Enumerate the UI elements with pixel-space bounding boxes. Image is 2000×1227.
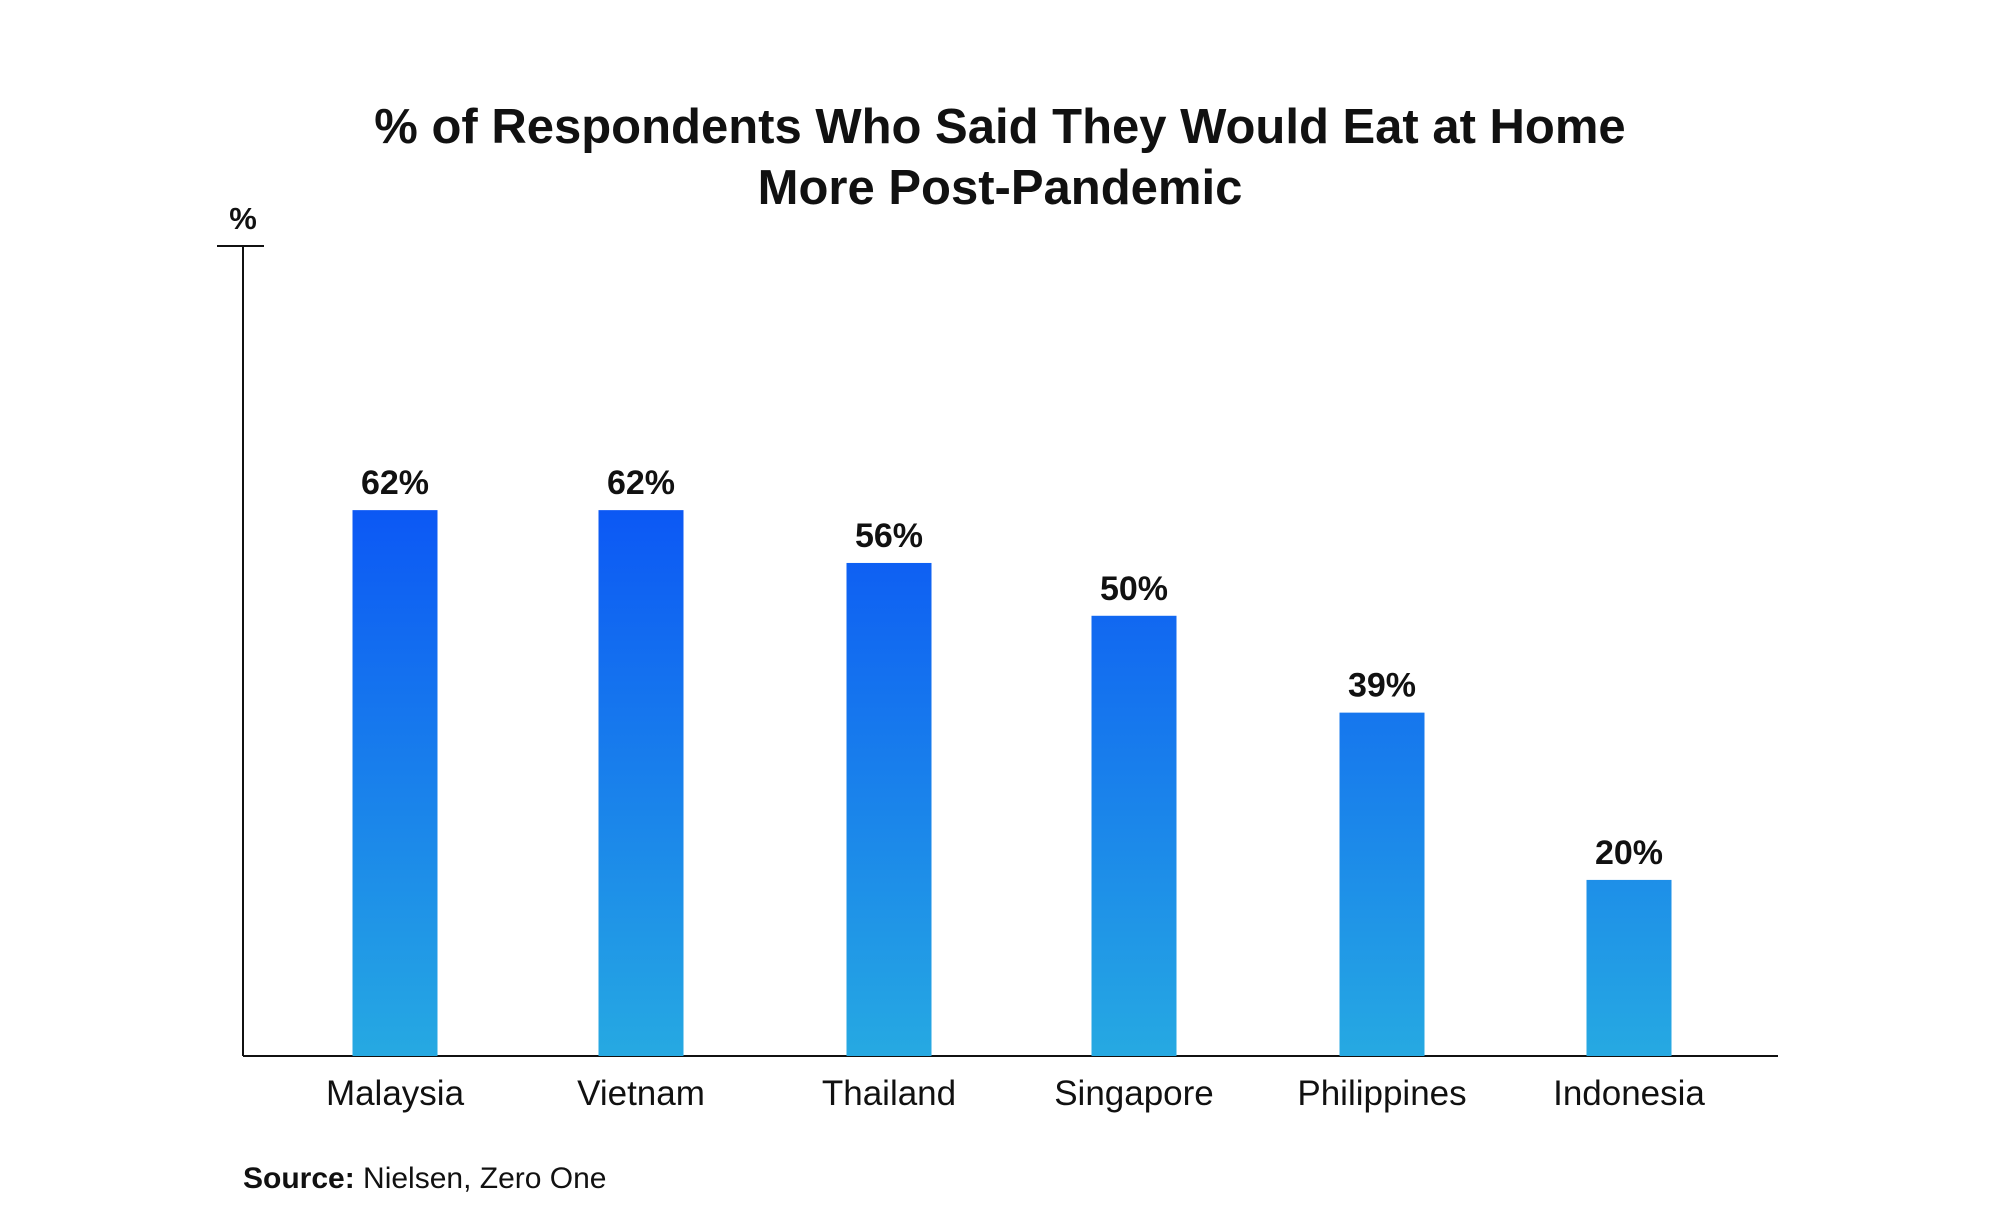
value-label-philippines: 39% bbox=[1348, 667, 1416, 705]
category-label-philippines: Philippines bbox=[1297, 1074, 1466, 1113]
source-label: Source: bbox=[243, 1162, 355, 1195]
category-label-indonesia: Indonesia bbox=[1553, 1074, 1705, 1113]
value-labels: 62% 62% 56% 50% 39% 20% bbox=[361, 464, 1663, 872]
chart-title-line-1: % of Respondents Who Said They Would Eat… bbox=[374, 100, 1625, 154]
value-label-indonesia: 20% bbox=[1595, 834, 1663, 872]
bar-thailand bbox=[846, 562, 932, 1056]
value-label-thailand: 56% bbox=[855, 517, 923, 555]
chart-title-line-2: More Post-Pandemic bbox=[758, 161, 1243, 215]
bar-series bbox=[352, 510, 1672, 1056]
category-label-singapore: Singapore bbox=[1054, 1074, 1214, 1113]
bar-vietnam bbox=[598, 510, 684, 1056]
category-label-thailand: Thailand bbox=[822, 1074, 956, 1113]
bar-malaysia bbox=[352, 510, 438, 1056]
bar-singapore bbox=[1091, 615, 1177, 1056]
source-note: Source: Nielsen, Zero One bbox=[243, 1162, 607, 1196]
value-label-singapore: 50% bbox=[1100, 570, 1168, 608]
category-labels: Malaysia Vietnam Thailand Singapore Philippi… bbox=[326, 1074, 1705, 1113]
value-label-malaysia: 62% bbox=[361, 464, 429, 502]
bar-philippines bbox=[1339, 712, 1425, 1056]
value-label-vietnam: 62% bbox=[607, 464, 675, 502]
category-label-malaysia: Malaysia bbox=[326, 1074, 465, 1113]
source-text: Nielsen, Zero One bbox=[363, 1162, 607, 1195]
bar-indonesia bbox=[1586, 879, 1672, 1056]
category-label-vietnam: Vietnam bbox=[577, 1074, 705, 1113]
y-axis-unit-label: % bbox=[229, 201, 257, 236]
